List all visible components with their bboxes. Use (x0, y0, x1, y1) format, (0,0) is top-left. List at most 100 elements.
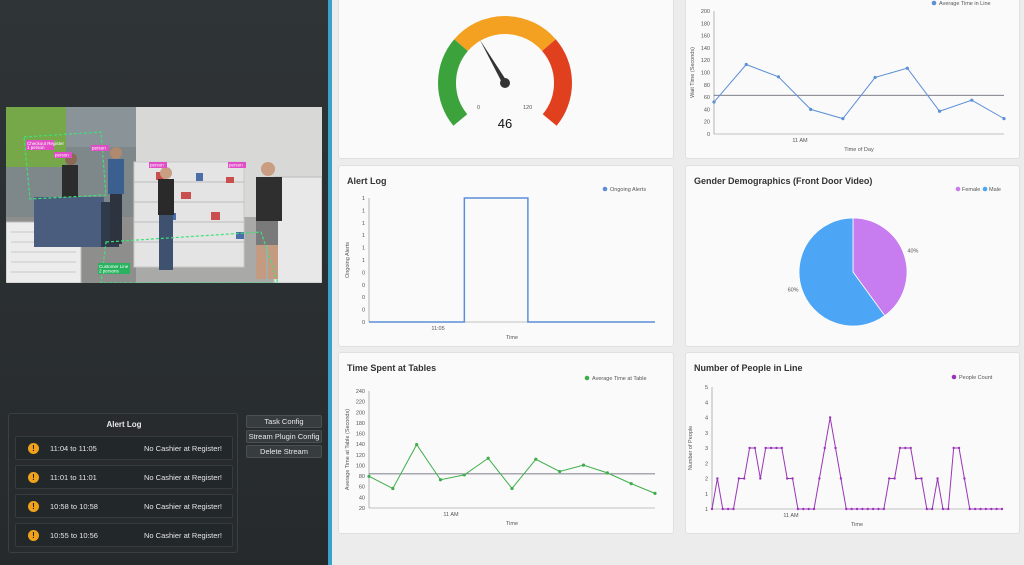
y-tick-label: 140 (356, 442, 365, 448)
warning-icon: ! (28, 501, 39, 512)
tables-chart: 240 220 200 180 160 140 120 100 80 60 40 20 Time 11 A… (345, 375, 657, 527)
y-tick-label: 200 (356, 410, 365, 416)
tables-chart-title: Time Spent at Tables (347, 363, 437, 373)
data-point (748, 446, 751, 450)
data-point (732, 507, 735, 511)
pie-slice (798, 217, 886, 327)
alert-row[interactable]: ! 10:58 to 10:58 No Cashier at Register! (15, 494, 233, 518)
y-tick-label: 80 (359, 474, 365, 480)
data-point (581, 463, 586, 467)
alert-time: 10:55 to 10:56 (50, 531, 98, 540)
y-tick-label: 1 (705, 507, 708, 513)
data-point (776, 75, 781, 79)
data-point (925, 507, 929, 511)
x-axis-label: Time (506, 335, 518, 341)
y-tick-label: 40 (704, 107, 710, 113)
data-point (984, 507, 988, 511)
y-tick-label: 0 (362, 270, 365, 276)
y-tick-label: 160 (701, 34, 710, 40)
alert-message: No Cashier at Register! (144, 502, 222, 511)
data-point (510, 486, 514, 491)
data-point (937, 109, 942, 113)
data-point (785, 477, 789, 480)
data-point (871, 507, 875, 511)
video-label-person-2: person (92, 146, 106, 151)
data-point (947, 507, 950, 511)
y-tick-label: 140 (701, 46, 710, 52)
data-point (744, 62, 748, 67)
y-tick-label: 5 (705, 385, 708, 391)
data-point (904, 446, 907, 450)
camera-feed[interactable]: Checkout Register 1 person person person… (6, 107, 322, 283)
data-point (743, 477, 746, 480)
data-point (653, 491, 657, 495)
task-config-button[interactable]: Task Config (246, 415, 322, 428)
data-point (712, 100, 716, 104)
gauge-chart: 0 120 46 (438, 16, 572, 131)
gauge-band-orange (454, 16, 556, 52)
gauge-hub (500, 78, 510, 88)
legend-label: Female (962, 187, 980, 193)
data-point (823, 446, 826, 450)
data-point (845, 507, 848, 511)
data-point (914, 477, 918, 480)
data-point (391, 486, 395, 491)
alert-row[interactable]: ! 11:01 to 11:01 No Cashier at Register! (15, 465, 233, 489)
data-point (828, 416, 832, 419)
data-point (807, 507, 810, 511)
legend-label: People Count (959, 375, 993, 381)
alert-log-title: Alert Log (106, 420, 142, 429)
data-point (534, 457, 538, 461)
delete-stream-button[interactable]: Delete Stream (246, 445, 322, 458)
data-line (711, 417, 1002, 510)
data-point (716, 477, 719, 480)
alert-time: 11:04 to 11:05 (50, 444, 97, 453)
pie-slice (852, 217, 908, 317)
data-point (893, 477, 896, 480)
data-point (818, 477, 821, 480)
left-panel-divider (328, 0, 332, 565)
legend-label: Ongoing Alerts (610, 187, 646, 193)
gauge-band-red (541, 39, 572, 126)
stream-plugin-config-button[interactable]: Stream Plugin Config (246, 430, 322, 443)
alert-row[interactable]: ! 11:04 to 11:05 No Cashier at Register! (15, 436, 233, 460)
data-point (968, 507, 971, 511)
data-line (369, 197, 655, 323)
data-point (759, 477, 762, 480)
data-point (809, 107, 813, 111)
data-point (882, 507, 886, 511)
video-label-person-3: person (150, 163, 164, 168)
y-tick-label: 0 (362, 320, 365, 326)
data-point (558, 469, 562, 474)
alert-row[interactable]: ! 10:55 to 10:56 No Cashier at Register! (15, 523, 233, 547)
data-point (721, 507, 724, 511)
y-tick-label: 3 (705, 431, 708, 437)
data-point (957, 446, 961, 450)
data-point (952, 446, 955, 450)
legend-label: Male (989, 187, 1001, 193)
data-point (839, 477, 843, 480)
data-point (753, 446, 757, 450)
gender-chart-title: Gender Demographics (Front Door Video) (694, 176, 873, 186)
alert-message: No Cashier at Register! (144, 531, 222, 540)
y-tick-label: 120 (356, 453, 365, 459)
video-label-checkout-count: 1 person (27, 145, 45, 150)
warning-icon: ! (28, 443, 39, 454)
data-point (367, 474, 371, 478)
data-point (486, 456, 490, 460)
data-point (888, 477, 891, 480)
data-point (963, 477, 966, 480)
y-tick-label: 1 (362, 258, 365, 264)
data-point (415, 443, 419, 447)
gauge-min-label: 0 (477, 105, 480, 111)
alert-time: 11:01 to 11:01 (50, 473, 97, 482)
y-axis-label: Average Time at Table (Seconds) (345, 409, 351, 490)
y-tick-label: 1 (362, 233, 365, 239)
pie-value-label: 60% (788, 287, 799, 293)
x-tick-label: 11:05 (431, 326, 444, 332)
data-point (841, 117, 845, 121)
y-tick-label: 1 (362, 208, 365, 214)
data-point (877, 507, 880, 511)
x-tick-label: 11 AM (783, 513, 799, 519)
